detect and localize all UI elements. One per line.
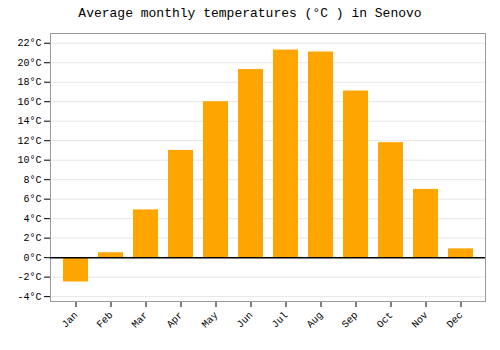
svg-text:Dec: Dec bbox=[445, 310, 466, 331]
svg-text:4°C: 4°C bbox=[23, 214, 41, 225]
svg-text:Feb: Feb bbox=[95, 310, 116, 331]
svg-text:2°C: 2°C bbox=[23, 233, 41, 244]
svg-text:14°C: 14°C bbox=[17, 116, 41, 127]
svg-text:Sep: Sep bbox=[340, 310, 361, 331]
svg-text:8°C: 8°C bbox=[23, 175, 41, 186]
svg-text:Nov: Nov bbox=[410, 310, 431, 331]
svg-text:18°C: 18°C bbox=[17, 77, 41, 88]
svg-text:-4°C: -4°C bbox=[17, 292, 41, 303]
svg-text:Jun: Jun bbox=[235, 310, 256, 331]
svg-text:Apr: Apr bbox=[165, 310, 186, 331]
svg-text:0°C: 0°C bbox=[23, 253, 41, 264]
svg-text:22°C: 22°C bbox=[17, 38, 41, 49]
svg-text:-2°C: -2°C bbox=[17, 272, 41, 283]
svg-text:Aug: Aug bbox=[305, 310, 326, 331]
svg-text:10°C: 10°C bbox=[17, 155, 41, 166]
svg-text:Jan: Jan bbox=[60, 310, 81, 331]
svg-text:May: May bbox=[200, 310, 221, 331]
svg-text:Jul: Jul bbox=[270, 310, 291, 331]
svg-text:6°C: 6°C bbox=[23, 194, 41, 205]
html-text:Average monthly temperatures (: Average monthly temperatures (°C ) in Se… bbox=[78, 6, 422, 21]
svg-text:Mar: Mar bbox=[130, 310, 151, 331]
svg-text:12°C: 12°C bbox=[17, 136, 41, 147]
svg-text:16°C: 16°C bbox=[17, 97, 41, 108]
svg-text:20°C: 20°C bbox=[17, 58, 41, 69]
svg-text:Oct: Oct bbox=[375, 310, 396, 331]
